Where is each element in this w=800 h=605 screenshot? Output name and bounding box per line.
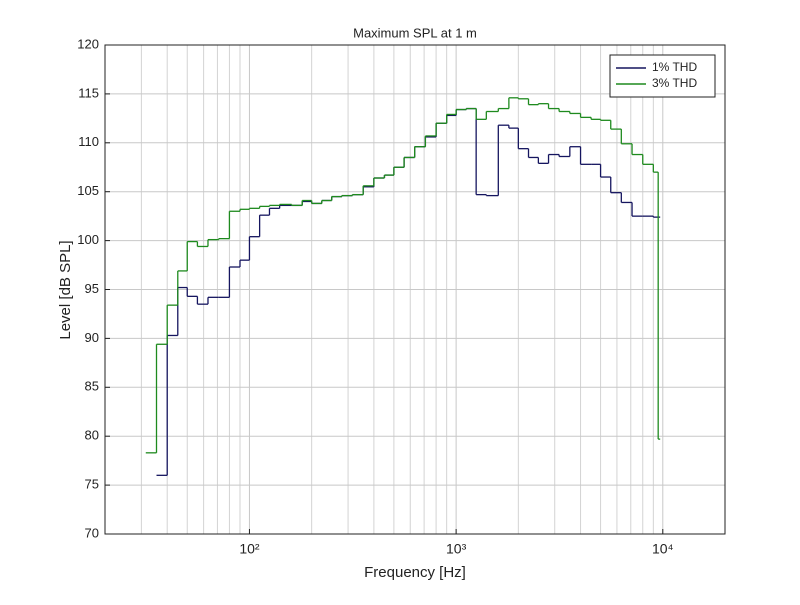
x-tick-label: 10⁴ <box>652 541 674 557</box>
x-axis-label: Frequency [Hz] <box>364 564 466 581</box>
y-tick-label: 110 <box>78 134 99 149</box>
y-tick-label: 105 <box>77 183 99 198</box>
y-tick-label: 85 <box>85 379 99 394</box>
y-tick-label: 115 <box>78 85 99 100</box>
y-tick-label: 100 <box>77 232 99 247</box>
y-tick-label: 120 <box>77 36 99 51</box>
legend-label: 1% THD <box>652 60 697 74</box>
chart-title: Maximum SPL at 1 m <box>353 25 477 40</box>
y-tick-label: 90 <box>85 330 99 345</box>
y-tick-label: 70 <box>85 525 99 540</box>
y-axis-label: Level [dB SPL] <box>57 240 74 339</box>
plot-frame <box>104 44 726 535</box>
series <box>145 97 661 454</box>
y-tick-label: 80 <box>85 428 99 443</box>
x-tick-label: 10² <box>239 541 260 557</box>
legend-label: 3% THD <box>652 76 697 90</box>
y-tick-label: 75 <box>85 477 99 492</box>
x-tick-label: 10³ <box>446 541 467 557</box>
y-tick-label: 95 <box>85 281 99 296</box>
legend-box <box>609 54 716 98</box>
